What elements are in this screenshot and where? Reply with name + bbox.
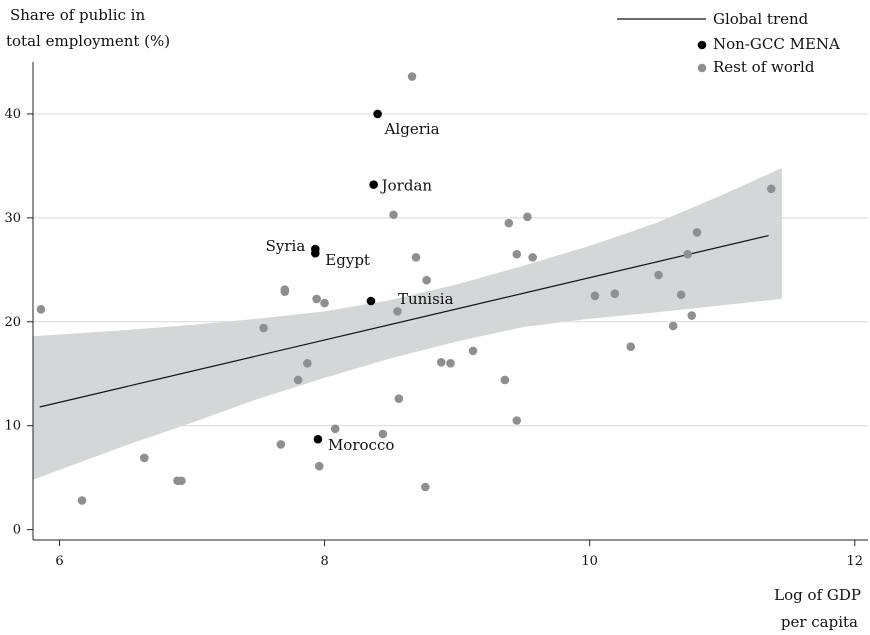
rest-of-world-point-20: [411, 253, 421, 262]
point-label-syria: Syria: [266, 237, 306, 255]
x-tick-label-6: 6: [55, 554, 63, 569]
x-tick-label-12: 12: [846, 554, 863, 569]
rest-of-world-point-33: [610, 289, 620, 299]
legend-rest-label: Rest of world: [713, 58, 815, 76]
rest-of-world-point-25: [468, 346, 478, 356]
rest-of-world-point-15: [378, 429, 388, 439]
y-tick-label-40: 40: [4, 107, 21, 122]
confidence-band: [33, 168, 782, 480]
point-labels: Algeria Jordan Syria Egypt Tunisia Morocco: [266, 120, 454, 454]
x-axis-title-line2: per capita: [781, 613, 858, 631]
rest-of-world-point-8: [280, 287, 290, 296]
rest-of-world-point-39: [687, 311, 697, 320]
trend-line-layer: [39, 234, 769, 408]
confidence-band-layer: [33, 168, 782, 480]
y-tick-label-0: 0: [13, 523, 21, 538]
rest-of-world-point-2: [140, 453, 149, 463]
rest-of-world-point-0: [36, 305, 46, 314]
rest-of-world-point-29: [512, 416, 522, 425]
y-axis-title-line2: total employment (%): [6, 32, 170, 50]
rest-of-world-point-10: [303, 359, 312, 368]
point-label-morocco: Morocco: [328, 436, 394, 454]
rest-of-world-point-36: [668, 321, 678, 331]
y-axis-title-line1: Share of public in: [10, 6, 145, 24]
rest-of-world-point-13: [320, 298, 329, 308]
legend-mena-marker: [697, 40, 707, 50]
mena-point-morocco: [313, 434, 323, 444]
x-tick-label-8: 8: [320, 554, 328, 569]
rest-of-world-point-18: [394, 394, 404, 403]
rest-of-world-point-23: [436, 358, 446, 367]
rest-of-world-point-41: [766, 184, 776, 194]
data-points: [36, 72, 776, 505]
legend-trend-label: Global trend: [713, 10, 809, 28]
point-label-algeria: Algeria: [384, 120, 440, 138]
mena-point-algeria: [373, 109, 382, 119]
rest-of-world-point-5: [259, 323, 268, 333]
rest-of-world-point-35: [654, 270, 663, 280]
rest-of-world-point-30: [523, 212, 532, 222]
rest-of-world-point-16: [389, 210, 398, 220]
y-tick-label-10: 10: [4, 419, 21, 434]
rest-of-world-point-32: [590, 291, 600, 301]
point-label-tunisia: Tunisia: [398, 290, 454, 308]
rest-of-world-point-22: [421, 482, 430, 492]
rest-of-world-point-19: [407, 72, 417, 81]
axes: [32, 62, 868, 541]
rest-of-world-point-11: [312, 294, 321, 304]
point-label-egypt: Egypt: [325, 251, 370, 269]
rest-of-world-point-4: [177, 476, 186, 486]
rest-of-world-point-31: [528, 253, 537, 262]
rest-of-world-point-17: [393, 307, 402, 316]
rest-of-world-point-24: [446, 359, 455, 368]
mena-point-tunisia: [366, 296, 376, 306]
rest-of-world-point-1: [77, 496, 87, 505]
ticks: 0 10 20 30 40 6 8 10 12: [4, 107, 863, 569]
y-tick-label-20: 20: [4, 315, 21, 330]
rest-of-world-point-12: [314, 461, 324, 471]
legend: Global trend Non-GCC MENA Rest of world: [617, 10, 840, 76]
rest-of-world-point-26: [500, 375, 510, 385]
legend-mena-label: Non-GCC MENA: [713, 35, 840, 53]
rest-of-world-point-9: [293, 375, 303, 385]
mena-point-egypt: [311, 248, 320, 258]
y-tick-label-30: 30: [4, 211, 21, 226]
global-trend-line: [39, 234, 769, 408]
mena-point-jordan: [369, 180, 378, 189]
rest-of-world-point-40: [692, 228, 702, 237]
rest-of-world-point-27: [504, 218, 514, 228]
rest-of-world-point-34: [626, 342, 636, 352]
point-label-jordan: Jordan: [380, 177, 433, 195]
rest-of-world-point-6: [276, 440, 286, 449]
x-tick-label-10: 10: [581, 554, 598, 569]
rest-of-world-point-37: [676, 290, 686, 300]
gridlines: [33, 113, 868, 427]
x-axis-title-line1: Log of GDP: [774, 586, 861, 604]
rest-of-world-point-28: [512, 249, 522, 259]
rest-of-world-point-14: [330, 424, 340, 434]
rest-of-world-point-38: [683, 249, 693, 259]
legend-rest-marker: [697, 63, 707, 73]
rest-of-world-point-21: [422, 275, 431, 285]
